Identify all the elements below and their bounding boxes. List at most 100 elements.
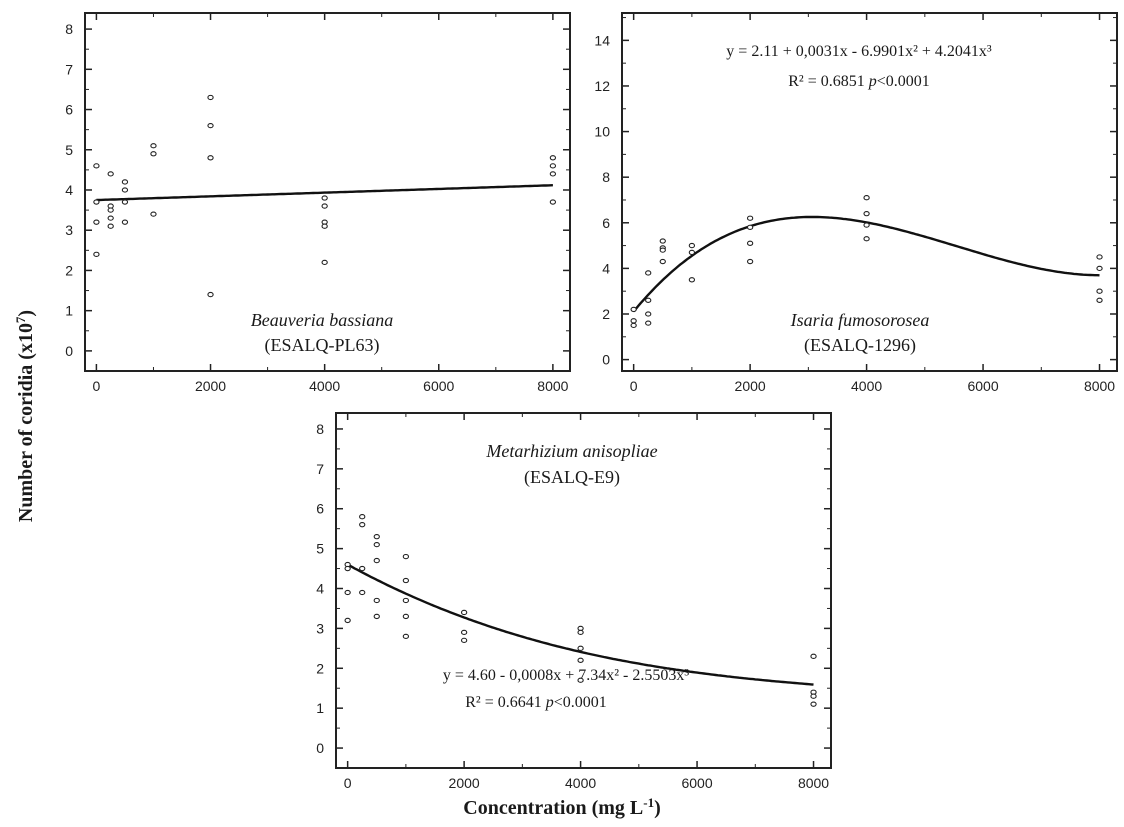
data-point (93, 199, 100, 205)
data-point (207, 94, 214, 101)
plot-frame (335, 412, 832, 769)
data-point (863, 222, 870, 228)
x-tick-label: 0 (93, 378, 101, 394)
data-point (373, 541, 380, 548)
y-tick-label: 6 (602, 215, 610, 231)
data-point (549, 155, 557, 161)
panel-beauveria: Beauveria bassiana (ESALQ-PL63) 0 2000 400… (65, 12, 571, 394)
y-tick-label: 5 (65, 142, 73, 158)
data-point (746, 258, 754, 265)
y-tick-label: 2 (65, 262, 73, 278)
data-point (645, 311, 652, 317)
y-tick-label: 3 (316, 620, 324, 636)
data-point (1096, 254, 1103, 260)
y-tick-label: 8 (65, 21, 73, 37)
x-tick-label: 2000 (735, 378, 766, 394)
data-point (746, 240, 754, 246)
x-tick-label: 6000 (681, 775, 712, 791)
data-point (373, 613, 380, 620)
y-tick-label: 6 (65, 102, 73, 118)
data-point (863, 211, 870, 217)
data-point (688, 242, 696, 249)
fit-equation: y = 4.60 - 0,0008x + 7.34x² - 2.5503x³ (443, 667, 690, 684)
panel-subtitle: (ESALQ-E9) (524, 467, 620, 488)
data-point (150, 151, 157, 157)
y-tick-label: 10 (594, 124, 610, 140)
fit-r2: R² = 0.6851 p<0.0001 (788, 73, 930, 90)
data-point (107, 223, 114, 229)
x-tick-label: 8000 (537, 378, 568, 394)
y-tick-label: 8 (602, 169, 610, 185)
data-point (645, 320, 652, 326)
y-tick-label: 2 (602, 306, 610, 322)
data-point (107, 207, 114, 213)
y-tick-label: 7 (65, 61, 73, 77)
y-tick-label: 1 (316, 700, 324, 716)
data-point (549, 163, 557, 169)
data-point (645, 270, 652, 276)
data-point (359, 522, 366, 528)
panel-title: Beauveria bassiana (251, 310, 393, 330)
data-point (460, 609, 468, 616)
x-tick-label: 4000 (565, 775, 596, 791)
x-tick-label: 6000 (423, 378, 454, 394)
data-point (107, 215, 114, 221)
fit-r2: R² = 0.6641 p<0.0001 (465, 694, 607, 711)
data-point (373, 597, 380, 604)
data-point (402, 577, 410, 584)
data-point (93, 251, 100, 257)
data-point (150, 211, 157, 217)
data-point (373, 534, 380, 540)
data-point (688, 277, 696, 283)
data-point (121, 187, 129, 193)
y-tick-label: 5 (316, 541, 324, 557)
panel-isaria: Isaria fumosorosea (ESALQ-1296) y = 2.11… (594, 12, 1118, 394)
x-tick-label: 6000 (967, 378, 998, 394)
data-point (577, 657, 584, 663)
x-tick-label: 8000 (1084, 378, 1115, 394)
y-tick-label: 8 (316, 421, 324, 437)
fit-curve (632, 215, 1100, 313)
y-tick-label: 6 (316, 501, 324, 517)
y-tick-label: 0 (316, 740, 324, 756)
data-point (321, 203, 328, 209)
data-point (321, 259, 328, 266)
data-point (207, 122, 214, 129)
fit-equation: y = 2.11 + 0,0031x - 6.9901x² + 4.2041x³ (726, 43, 992, 60)
y-tick-label: 2 (316, 660, 324, 676)
data-point (207, 155, 214, 161)
data-point (460, 637, 468, 644)
data-point (549, 199, 557, 205)
data-point (402, 633, 410, 640)
data-point (630, 306, 637, 313)
panel-title: Isaria fumosorosea (790, 310, 930, 330)
panel-subtitle: (ESALQ-PL63) (265, 335, 380, 356)
data-point (630, 322, 637, 329)
y-tick-label: 3 (65, 222, 73, 238)
data-point (1096, 265, 1103, 272)
y-tick-label: 0 (602, 352, 610, 368)
data-point (402, 553, 410, 560)
data-point (321, 195, 328, 201)
fit-curve (96, 184, 553, 202)
data-point (344, 589, 351, 596)
plot-frame (621, 12, 1118, 372)
x-tick-label: 2000 (449, 775, 480, 791)
data-point (93, 163, 100, 169)
data-point (746, 224, 754, 230)
data-point (810, 693, 817, 699)
data-point (373, 557, 380, 564)
y-tick-label: 4 (65, 182, 73, 198)
x-axis-title: Concentration (mg L-1) (463, 795, 661, 820)
y-tick-label: 1 (65, 303, 73, 319)
x-tick-label: 8000 (798, 775, 829, 791)
data-point (121, 179, 129, 185)
data-point (746, 215, 754, 221)
data-point (321, 223, 328, 229)
data-point (121, 219, 129, 225)
data-point (359, 514, 366, 520)
data-point (402, 613, 410, 620)
y-tick-label: 7 (316, 461, 324, 477)
y-axis-title: Number of coridia (x107) (13, 310, 38, 522)
data-point (150, 143, 157, 149)
